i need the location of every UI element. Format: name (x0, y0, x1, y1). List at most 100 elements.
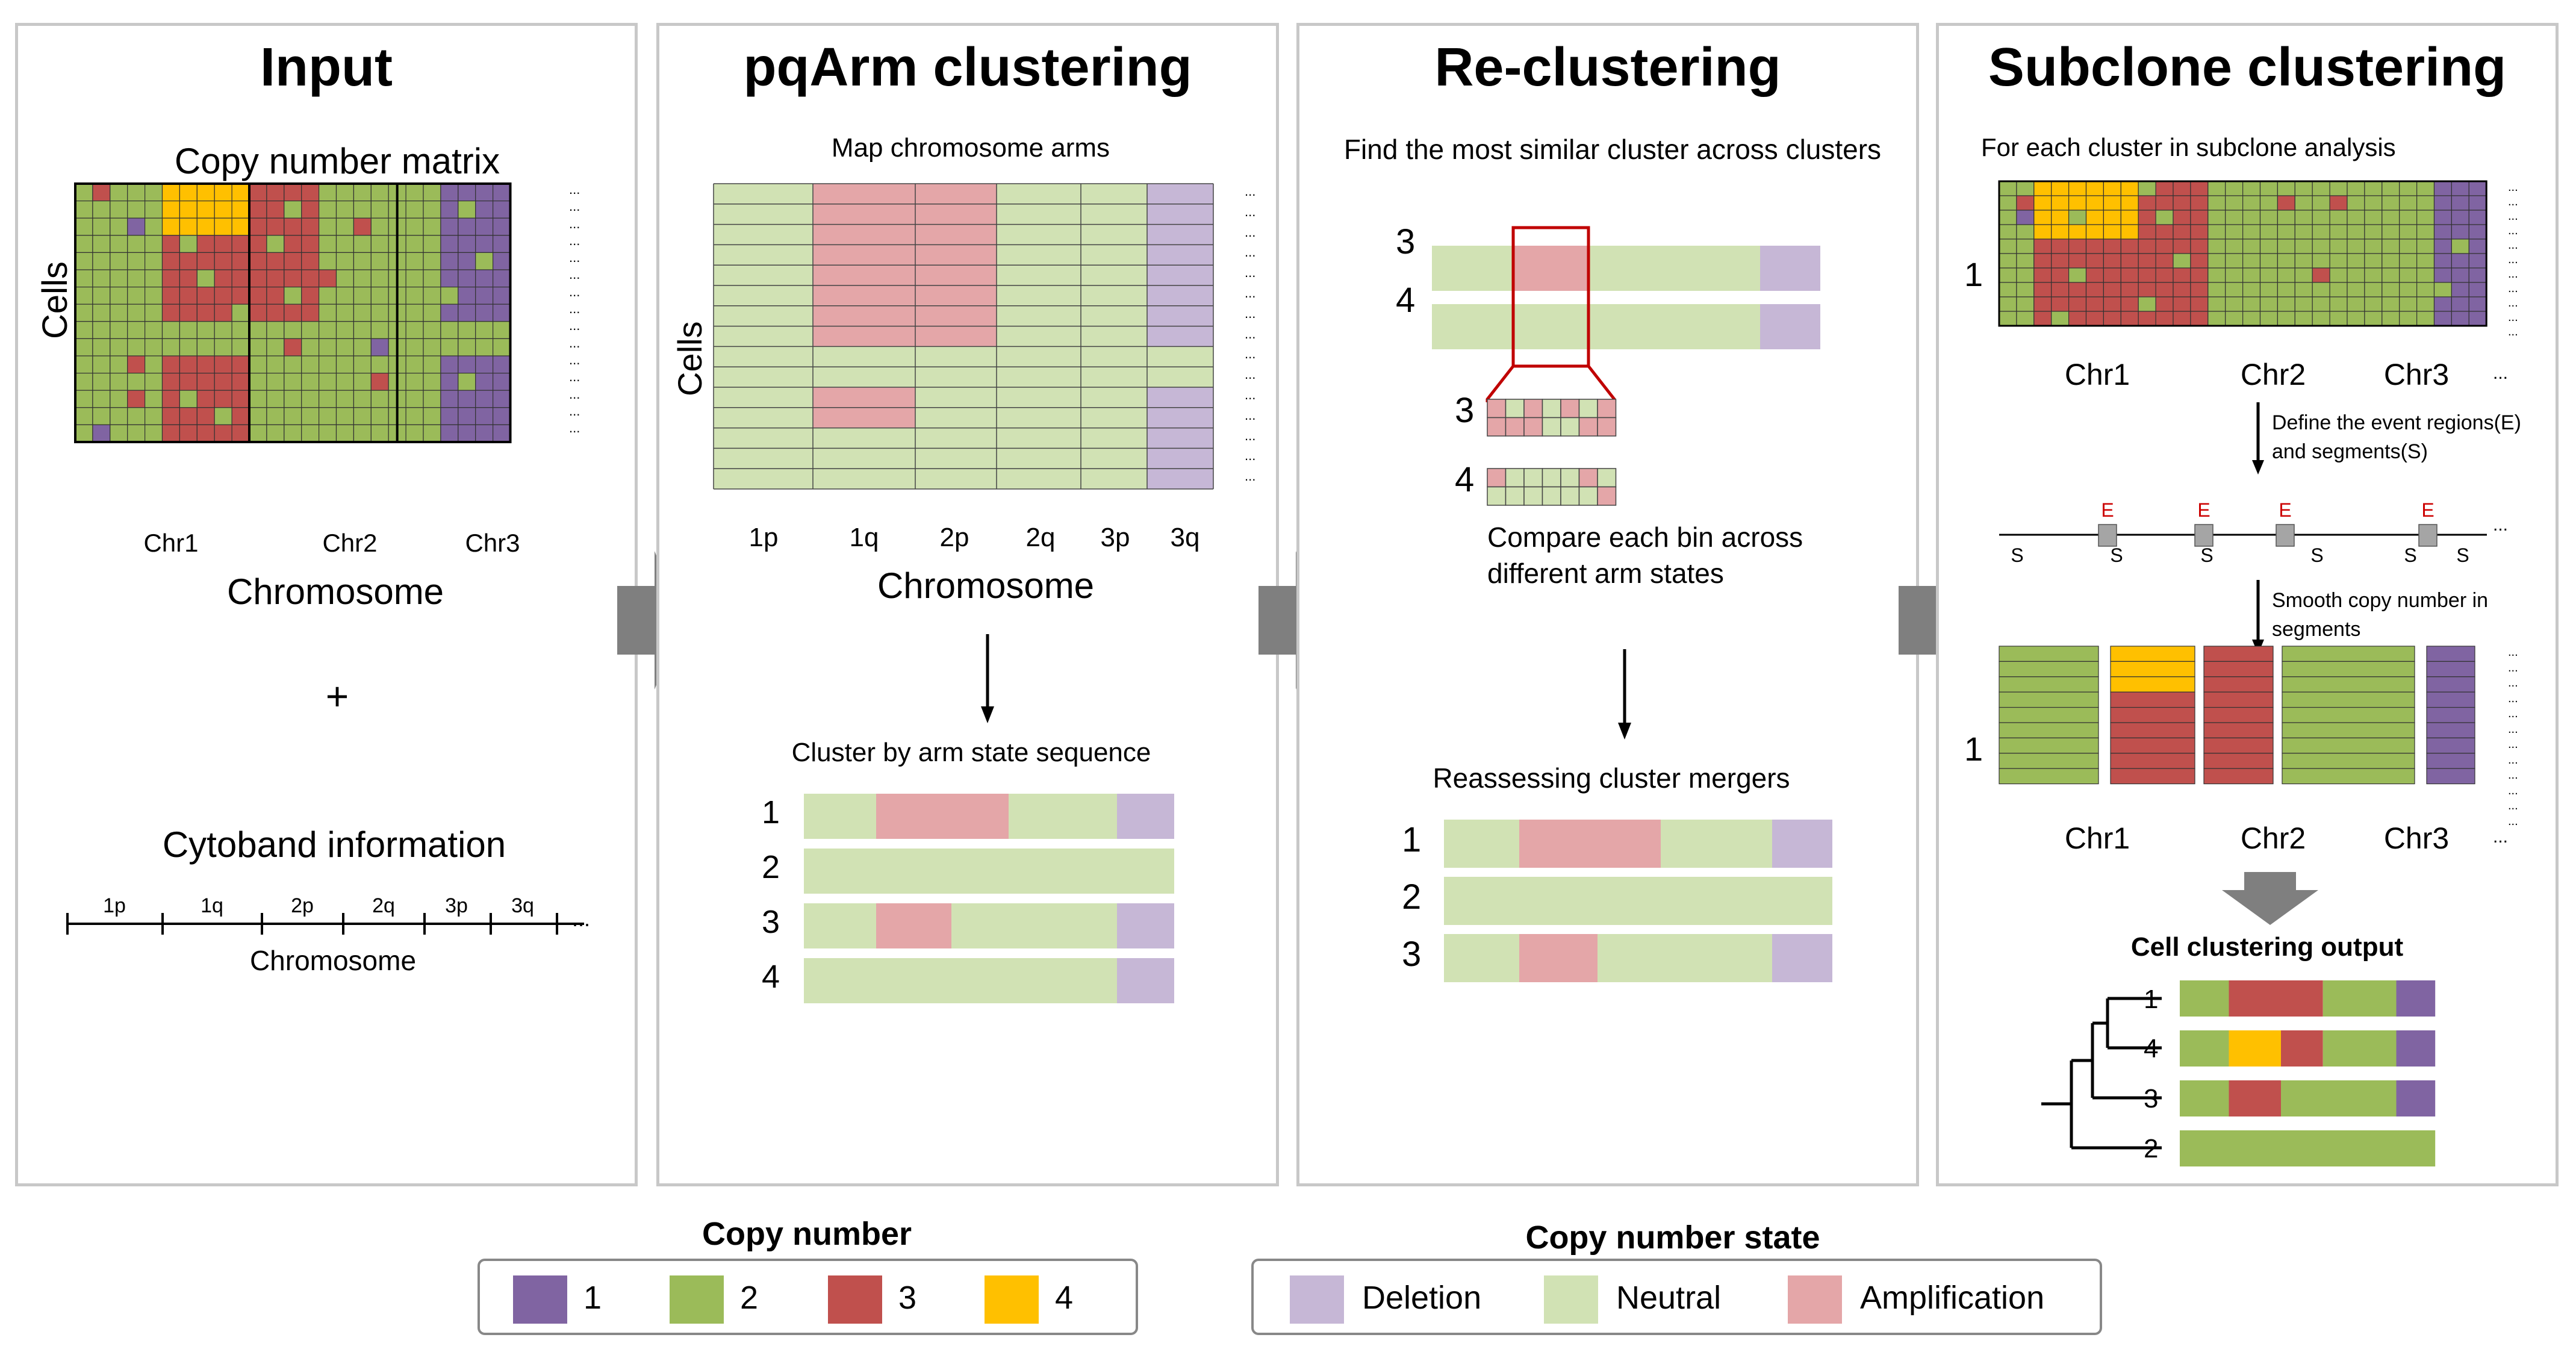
matrix-cell (2294, 253, 2313, 269)
matrix-cell (179, 235, 198, 254)
cluster-id: 2 (762, 849, 780, 885)
bin-cell (1542, 468, 1561, 488)
matrix-cell (353, 217, 372, 236)
cluster-id: 4 (762, 959, 780, 995)
arm-cell (1081, 428, 1147, 449)
matrix-cell (2051, 238, 2070, 254)
segment-label: S (2200, 544, 2213, 566)
smoothed-cell (2426, 646, 2475, 662)
segment-label: S (2310, 544, 2323, 566)
cluster-bar-segment (876, 794, 1009, 839)
arm-cell (915, 244, 997, 266)
output-title: Cell clustering output (2130, 932, 2404, 962)
cluster-id: 3 (762, 904, 780, 940)
matrix-cell (2033, 282, 2052, 297)
matrix-cell (2468, 181, 2487, 196)
matrix-cell (231, 373, 250, 391)
matrix-cell (144, 235, 163, 254)
matrix-cell (2155, 195, 2174, 211)
matrix-cell (335, 355, 354, 374)
matrix-cell (2312, 311, 2330, 326)
arm-cell (1081, 326, 1147, 347)
cyto-arm-1p: 1p (103, 894, 126, 917)
event-region (2418, 524, 2438, 547)
matrix-cell (405, 201, 424, 219)
matrix-cell (458, 269, 476, 288)
matrix-cell (319, 217, 337, 236)
smoothed-cell (2282, 768, 2415, 785)
matrix-cell (284, 269, 302, 288)
cluster-bar-segment (804, 794, 876, 839)
matrix-cell (2451, 210, 2469, 225)
arm-cell (915, 407, 997, 428)
matrix-cell (196, 287, 215, 305)
segment-label: S (2456, 544, 2469, 566)
smoothed-cell (2282, 676, 2415, 693)
arm-cell (1081, 407, 1147, 428)
matrix-cell (492, 424, 511, 443)
matrix-cell (2173, 210, 2191, 225)
arm-cell (997, 387, 1081, 408)
matrix-cell (2382, 238, 2400, 254)
matrix-cell (2451, 282, 2469, 297)
arm-cell (915, 265, 997, 285)
matrix-cell (2103, 224, 2121, 240)
arm-cell (714, 387, 813, 408)
merged-bar-segment (1519, 820, 1661, 868)
matrix-cell (2312, 224, 2330, 240)
matrix-cell (370, 252, 389, 270)
matrix-cell (249, 338, 267, 357)
compare-text-line1: Compare each bin across (1487, 522, 1803, 553)
output-id: 1 (2144, 985, 2159, 1014)
matrix-cell (458, 287, 476, 305)
output-bar-segment (2229, 1080, 2281, 1116)
matrix-cell (2451, 296, 2469, 312)
matrix-cell (2433, 195, 2452, 211)
chr3-label: Chr3 (2383, 821, 2450, 855)
legend-swatch-amplification (1788, 1275, 1842, 1324)
matrix-cell (75, 390, 93, 408)
matrix-cell (353, 183, 372, 202)
matrix-cell (179, 252, 198, 270)
legend-label: 4 (1055, 1280, 1074, 1316)
smoothed-cell (2203, 676, 2274, 693)
matrix-cell (92, 355, 111, 374)
matrix-cell (266, 252, 285, 270)
matrix-cell (2347, 267, 2365, 283)
matrix-cell (2364, 282, 2383, 297)
matrix-cell (2138, 238, 2156, 254)
matrix-cell (2294, 210, 2313, 225)
matrix-cell (335, 321, 354, 340)
arm-cell (1147, 469, 1213, 489)
arm-cell (1081, 285, 1147, 306)
arm-cell (714, 204, 813, 225)
arm-cell (1147, 184, 1213, 204)
arm-cell (714, 184, 813, 204)
matrix-cell (161, 183, 180, 202)
arm-cell (714, 244, 813, 266)
matrix-cell (179, 287, 198, 305)
matrix-cell (2468, 267, 2487, 283)
matrix-cell (319, 321, 337, 340)
matrix-cell (423, 201, 441, 219)
matrix-cell (2225, 224, 2244, 240)
arm-cell (1081, 204, 1147, 225)
matrix-cell (319, 183, 337, 202)
arm-cell (1081, 387, 1147, 408)
matrix-cell (110, 355, 128, 374)
zoom-line (1587, 365, 1616, 402)
matrix-cell (2451, 195, 2469, 211)
matrix-cell (266, 390, 285, 408)
arm-cell (1081, 346, 1147, 367)
matrix-cell (319, 355, 337, 374)
matrix-cell (75, 287, 93, 305)
matrix-cell (144, 269, 163, 288)
legend-label: Amplification (1860, 1280, 2045, 1316)
matrix-cell (2103, 296, 2121, 312)
matrix-cell (2259, 253, 2278, 269)
map-title: Map chromosome arms (831, 133, 1110, 163)
matrix-cell (2051, 195, 2070, 211)
matrix-cell (2033, 195, 2052, 211)
matrix-cell (2259, 181, 2278, 196)
matrix-cell (2277, 311, 2295, 326)
